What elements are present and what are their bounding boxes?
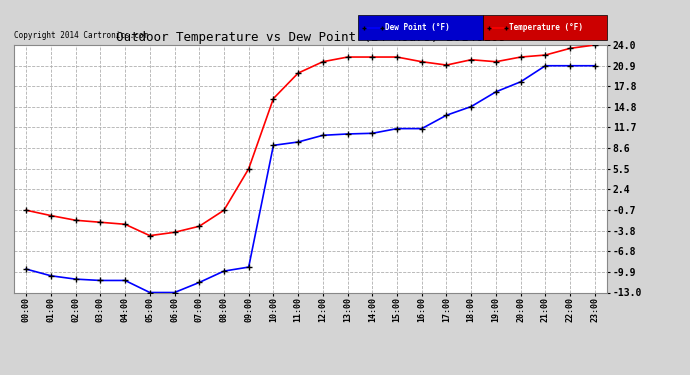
Text: Dew Point (°F): Dew Point (°F) — [385, 23, 449, 32]
FancyBboxPatch shape — [358, 15, 482, 40]
Text: Temperature (°F): Temperature (°F) — [509, 23, 583, 32]
Title: Outdoor Temperature vs Dew Point (24 Hours) 20140109: Outdoor Temperature vs Dew Point (24 Hou… — [115, 31, 506, 44]
FancyBboxPatch shape — [482, 15, 607, 40]
Text: Copyright 2014 Cartronics.com: Copyright 2014 Cartronics.com — [14, 31, 148, 40]
